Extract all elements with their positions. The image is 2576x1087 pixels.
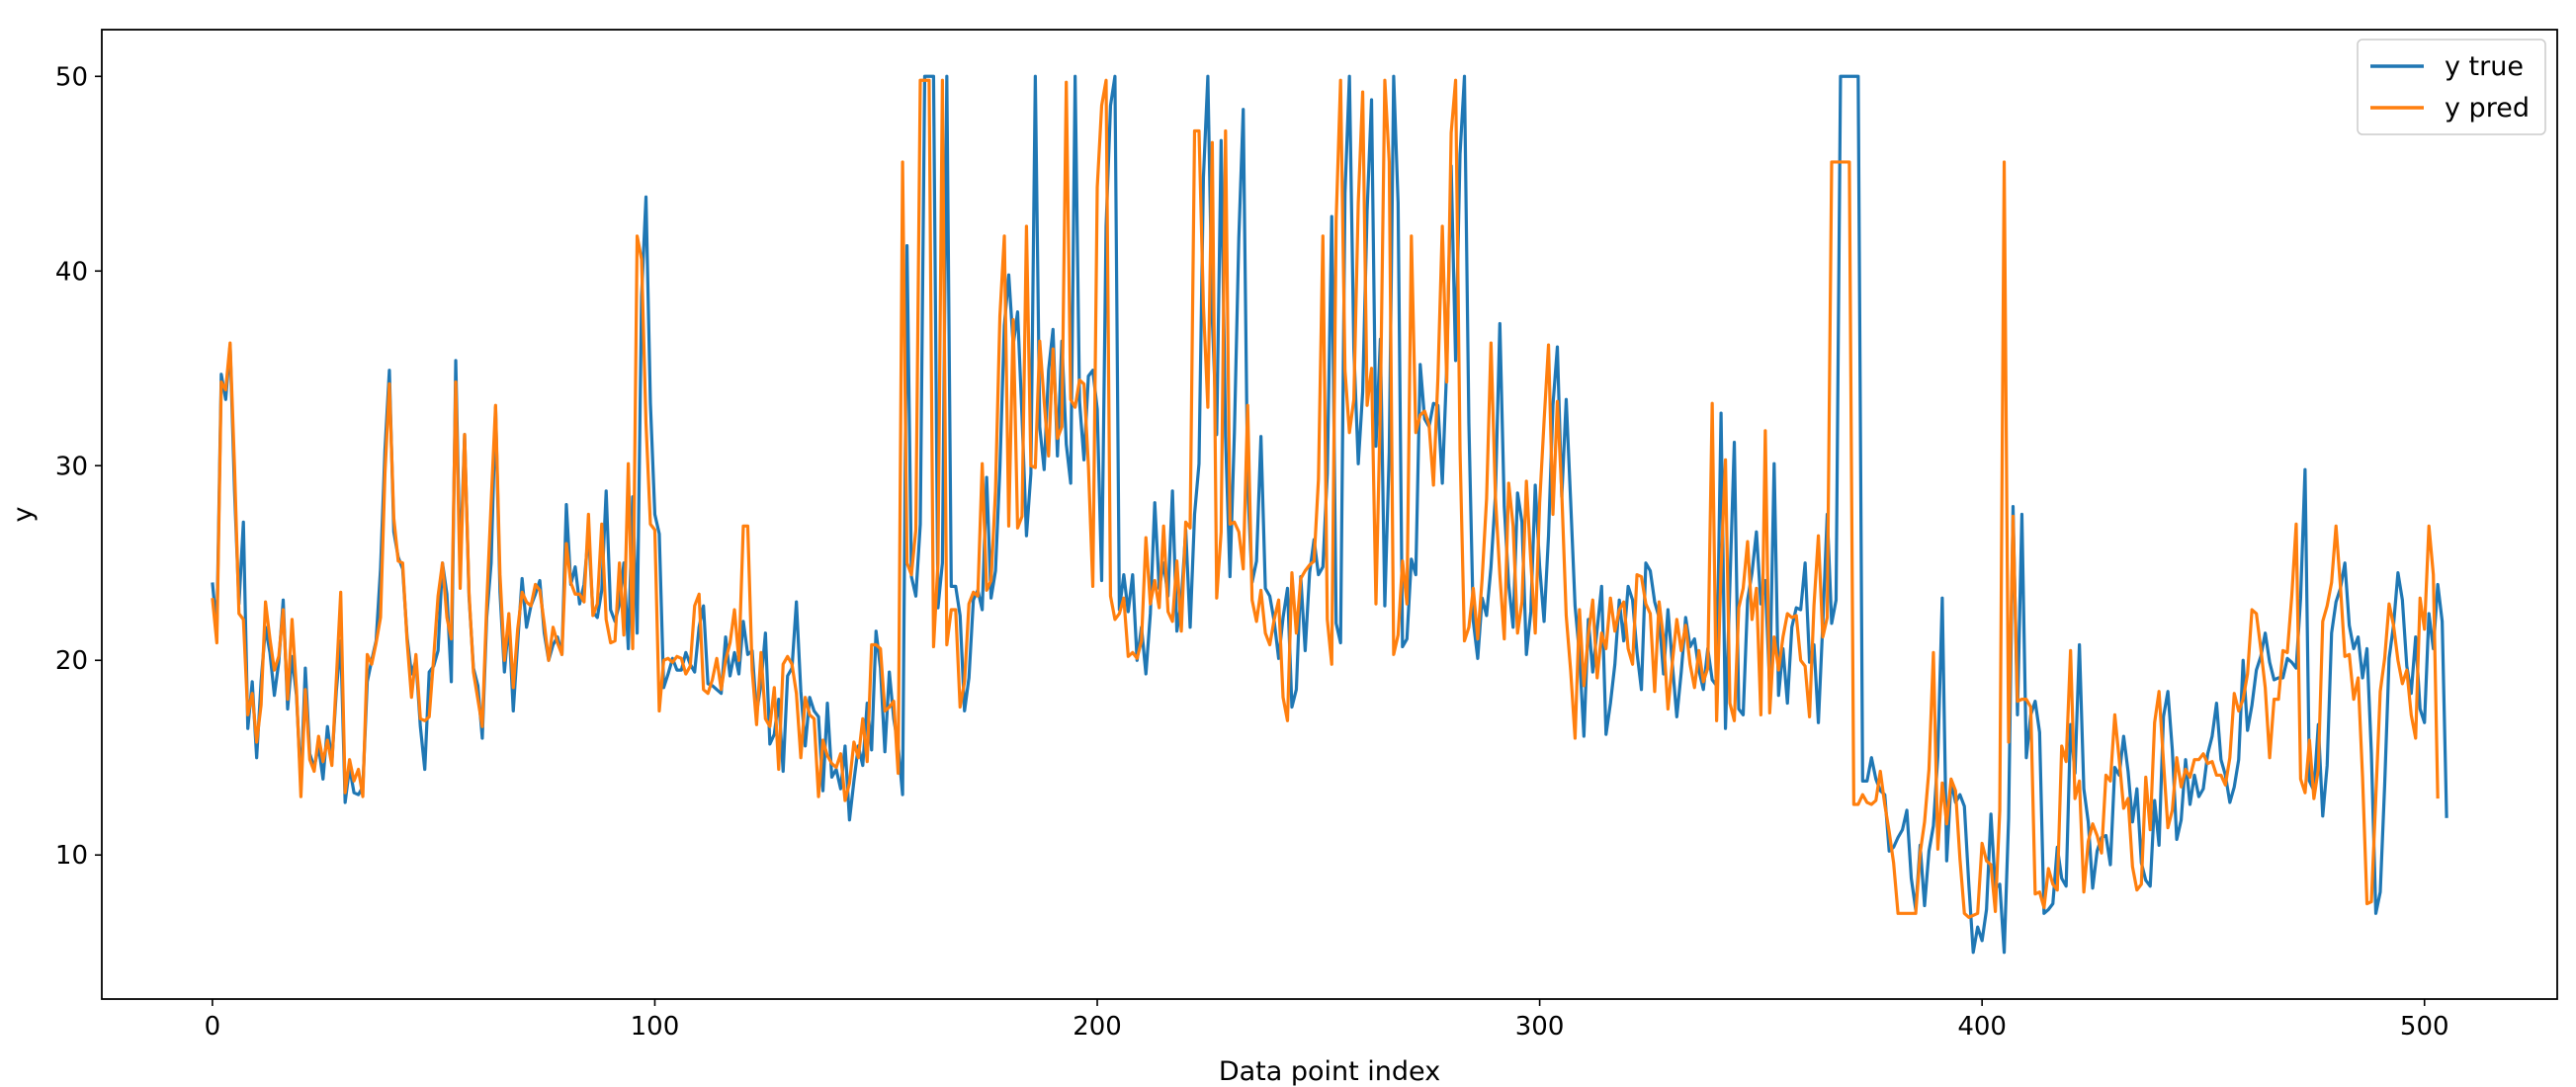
x-tick-label: 500 xyxy=(2400,1012,2449,1042)
series-line-y-pred xyxy=(211,78,2440,919)
y-tick-label: 50 xyxy=(55,62,88,92)
x-axis-ticks: 0 100 200 300 400 500 xyxy=(205,999,2449,1042)
x-tick-label: 0 xyxy=(205,1012,221,1042)
y-tick-label: 20 xyxy=(55,646,88,676)
legend: y true y pred xyxy=(2357,39,2546,135)
plot-frame xyxy=(101,29,2558,1000)
y-axis-ticks: 10 20 30 40 50 xyxy=(55,62,102,871)
y-tick-label: 30 xyxy=(55,452,88,481)
y-tick-label: 40 xyxy=(55,257,88,287)
legend-label-y-pred: y pred xyxy=(2445,93,2530,124)
series-line-y-true xyxy=(211,74,2448,955)
x-tick-label: 100 xyxy=(631,1012,680,1042)
x-axis-label: Data point index xyxy=(1219,1056,1440,1087)
x-tick-label: 200 xyxy=(1073,1012,1122,1042)
series-layer xyxy=(211,74,2448,955)
legend-label-y-true: y true xyxy=(2445,51,2524,82)
y-tick-label: 10 xyxy=(55,841,88,871)
y-axis-label: y xyxy=(8,506,39,522)
x-tick-label: 300 xyxy=(1515,1012,1565,1042)
legend-box xyxy=(2357,39,2546,135)
x-tick-label: 400 xyxy=(1957,1012,2007,1042)
